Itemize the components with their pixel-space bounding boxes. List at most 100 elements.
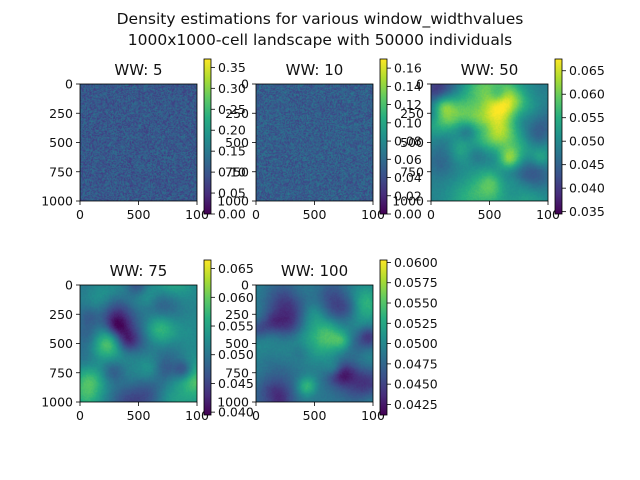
y-tick-label: 250	[225, 106, 249, 121]
x-tick-label: 100	[185, 408, 209, 423]
y-tick-label: 0	[241, 77, 249, 92]
figure-title-line1: Density estimations for various window_w…	[117, 10, 524, 29]
colorbar-tick-label: 0.20	[218, 123, 246, 138]
panel-title: WW: 10	[286, 61, 344, 79]
panels: WW: 50 500 100025050075010000.000.050.100.…	[41, 58, 605, 423]
y-tick-label: 750	[225, 164, 249, 179]
figure-title-line2: 1000x1000-cell landscape with 50000 indi…	[128, 31, 512, 49]
colorbar-tick-label: 0.060	[218, 290, 254, 305]
y-tick-label: 750	[400, 164, 424, 179]
heatmap-image	[431, 84, 548, 201]
colorbar-tick-label: 0.040	[218, 405, 254, 420]
y-tick-label: 750	[49, 164, 73, 179]
colorbar	[203, 259, 212, 416]
colorbar-tick-label: 0.00	[394, 207, 422, 222]
panel-1: WW: 50 500 100025050075010000.000.050.100.…	[41, 58, 246, 222]
heatmap-image	[80, 285, 197, 402]
colorbar-tick-label: 0.0525	[394, 316, 438, 331]
colorbar-tick-label: 0.02	[394, 188, 422, 203]
panel-2: WW: 100 500 100025050075010000.000.020.040…	[217, 58, 422, 222]
colorbar-tick-label: 0.10	[394, 115, 422, 130]
heatmap-image	[256, 285, 373, 402]
colorbar-tick-label: 0.065	[218, 261, 254, 276]
x-tick-label: 0	[76, 408, 84, 423]
colorbar-tick-label: 0.06	[394, 152, 422, 167]
colorbar-tick-label: 0.0500	[394, 336, 438, 351]
colorbar	[379, 259, 388, 416]
colorbar-tick-label: 0.10	[218, 165, 246, 180]
colorbar-tick-label: 0.035	[569, 204, 605, 219]
colorbar-tick-label: 0.050	[569, 134, 605, 149]
colorbar-tick-label: 0.08	[394, 134, 422, 149]
x-tick-label: 0	[252, 207, 260, 222]
y-tick-label: 500	[49, 336, 73, 351]
y-tick-label: 250	[225, 307, 249, 322]
panel-title: WW: 75	[110, 262, 168, 280]
y-tick-label: 1000	[217, 194, 249, 209]
colorbar-tick-label: 0.065	[569, 63, 605, 78]
x-tick-label: 100	[361, 408, 385, 423]
colorbar-tick-label: 0.12	[394, 97, 422, 112]
colorbar	[554, 58, 563, 215]
x-tick-label: 500	[127, 408, 151, 423]
y-tick-label: 250	[49, 106, 73, 121]
heatmap-image	[80, 84, 197, 201]
colorbar-tick-label: 0.0450	[394, 377, 438, 392]
panel-title: WW: 100	[281, 262, 348, 280]
x-tick-label: 500	[303, 408, 327, 423]
y-tick-label: 0	[416, 77, 424, 92]
colorbar-tick-label: 0.050	[218, 347, 254, 362]
colorbar	[203, 58, 212, 215]
x-tick-label: 100	[185, 207, 209, 222]
colorbar-tick-label: 0.14	[394, 79, 422, 94]
panel-3: WW: 500 500 100025050075010000.0350.0400.0…	[392, 58, 605, 222]
colorbar-tick-label: 0.040	[569, 181, 605, 196]
colorbar-tick-label: 0.0575	[394, 275, 438, 290]
colorbar-tick-label: 0.0425	[394, 397, 438, 412]
colorbar-tick-label: 0.25	[218, 102, 246, 117]
x-tick-label: 500	[127, 207, 151, 222]
colorbar-tick-label: 0.055	[218, 319, 254, 334]
y-tick-label: 250	[49, 307, 73, 322]
colorbar-tick-label: 0.16	[394, 61, 422, 76]
colorbar-tick-label: 0.045	[569, 157, 605, 172]
colorbar-tick-label: 0.30	[218, 81, 246, 96]
colorbar-tick-label: 0.00	[218, 207, 246, 222]
panel-title: WW: 50	[461, 61, 519, 79]
panel-title: WW: 5	[114, 61, 162, 79]
x-tick-label: 100	[536, 207, 560, 222]
colorbar-tick-label: 0.055	[569, 110, 605, 125]
x-tick-label: 500	[478, 207, 502, 222]
colorbar-tick-label: 0.060	[569, 87, 605, 102]
y-tick-label: 1000	[217, 395, 249, 410]
y-tick-label: 750	[225, 365, 249, 380]
y-tick-label: 1000	[41, 395, 73, 410]
colorbar	[379, 58, 388, 215]
colorbar-tick-label: 0.04	[394, 170, 422, 185]
colorbar-tick-label: 0.0475	[394, 356, 438, 371]
y-tick-label: 0	[65, 77, 73, 92]
colorbar-tick-label: 0.05	[218, 186, 246, 201]
colorbar-tick-label: 0.15	[218, 144, 246, 159]
colorbar-tick-label: 0.35	[218, 60, 246, 75]
y-tick-label: 750	[49, 365, 73, 380]
y-tick-label: 1000	[41, 194, 73, 209]
y-tick-label: 500	[49, 135, 73, 150]
colorbar-tick-label: 0.045	[218, 376, 254, 391]
colorbar-tick-label: 0.0550	[394, 296, 438, 311]
y-tick-label: 500	[225, 336, 249, 351]
colorbar-tick-label: 0.0600	[394, 255, 438, 270]
x-tick-label: 100	[361, 207, 385, 222]
heatmap-image	[256, 84, 373, 201]
y-tick-label: 0	[241, 278, 249, 293]
x-tick-label: 0	[252, 408, 260, 423]
x-tick-label: 0	[427, 207, 435, 222]
panel-4: WW: 750 500 100025050075010000.0400.0450.0…	[41, 259, 254, 423]
y-tick-label: 0	[65, 278, 73, 293]
x-tick-label: 500	[303, 207, 327, 222]
y-tick-label: 250	[400, 106, 424, 121]
x-tick-label: 0	[76, 207, 84, 222]
y-tick-label: 500	[225, 135, 249, 150]
